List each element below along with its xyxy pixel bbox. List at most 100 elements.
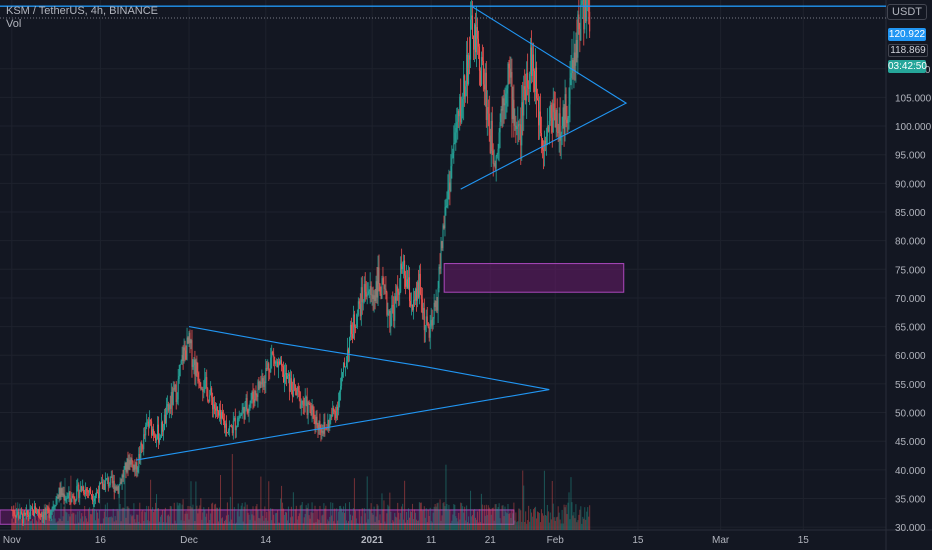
candle-body: [123, 469, 125, 478]
candle-body: [228, 426, 230, 431]
candle-body: [263, 381, 265, 387]
symbol-title[interactable]: KSM / TetherUS, 4h, BINANCE: [6, 5, 159, 17]
volume-bar: [414, 512, 416, 530]
candle-body: [358, 301, 360, 304]
volume-bar: [18, 520, 20, 530]
candle-body: [480, 57, 482, 86]
candle-body: [32, 509, 34, 516]
volume-bar: [291, 516, 293, 530]
volume-bar: [193, 509, 195, 530]
volume-bar: [464, 506, 466, 530]
candle-body: [29, 516, 31, 517]
candle-body: [581, 0, 583, 5]
candle-body: [452, 153, 454, 159]
candle-body: [342, 372, 344, 377]
volume-bar: [581, 523, 583, 530]
candle-body: [404, 260, 406, 276]
volume-bar: [327, 519, 329, 530]
candle-body: [187, 337, 189, 344]
volume-bar: [147, 520, 149, 530]
volume-bar: [138, 521, 140, 530]
volume-bar: [574, 518, 576, 530]
volume-bar: [405, 522, 407, 530]
volume-bar: [452, 514, 454, 530]
volume-bar: [65, 511, 67, 530]
volume-bar: [506, 513, 508, 530]
candle-body: [320, 428, 322, 433]
candle-body: [93, 500, 95, 502]
bar-countdown-tag: 03:42:50: [888, 60, 927, 73]
candle-body: [507, 63, 509, 89]
volume-bar: [360, 516, 362, 530]
candle-body: [303, 404, 305, 406]
volume-bar: [583, 518, 585, 530]
volume-bar: [31, 518, 33, 530]
volume-bar: [382, 509, 384, 530]
candle-body: [260, 382, 262, 385]
candle-body: [186, 337, 188, 360]
candle-body: [13, 510, 15, 515]
volume-bar: [476, 511, 478, 530]
volume-bar: [557, 506, 559, 530]
volume-bar: [128, 507, 130, 530]
volume-bar: [364, 513, 366, 530]
volume-bar: [188, 519, 190, 530]
volume-bar: [279, 522, 281, 530]
volume-bar: [33, 513, 35, 530]
candle-body: [127, 458, 129, 470]
candle-body: [474, 24, 476, 53]
candle-body: [294, 384, 296, 391]
candle-body: [518, 124, 520, 126]
volume-bar: [314, 505, 316, 530]
volume-bar: [391, 522, 393, 530]
candle-body: [255, 390, 257, 395]
volume-bar: [80, 518, 82, 530]
volume-bar: [342, 512, 344, 530]
candle-body: [509, 68, 511, 78]
volume-bar: [479, 522, 481, 530]
volume-bar: [78, 522, 80, 530]
volume-bar: [47, 504, 49, 530]
volume-bar: [559, 519, 561, 530]
candle-body: [130, 458, 132, 465]
volume-bar: [472, 515, 474, 530]
candle-body: [322, 431, 324, 434]
volume-bar: [149, 521, 151, 530]
candle-body: [82, 486, 84, 491]
volume-indicator-label[interactable]: Vol: [6, 18, 22, 30]
volume-bar: [27, 516, 29, 530]
volume-bar: [395, 516, 397, 530]
time-axis[interactable]: Nov 16 Dec 14 2021 11 21 Feb 15 Mar 15: [3, 535, 809, 546]
candle-body: [65, 498, 67, 500]
zone-layer: [0, 263, 625, 525]
candle-body: [216, 406, 218, 411]
volume-bar: [54, 518, 56, 530]
volume-bar: [357, 523, 359, 530]
volume-bar: [418, 502, 420, 530]
candle-body: [355, 326, 357, 328]
volume-bar: [338, 511, 340, 530]
y-tick-label: 45.000: [895, 437, 926, 448]
volume-bar: [293, 523, 295, 530]
volume-bar: [32, 523, 34, 530]
volume-bar: [143, 521, 145, 530]
candle-body: [565, 94, 567, 120]
candle-body: [197, 372, 199, 381]
candle-body: [148, 421, 150, 427]
volume-bar: [184, 513, 186, 530]
volume-bar: [529, 521, 531, 530]
candle-body: [142, 445, 144, 450]
currency-selector[interactable]: USDT: [887, 4, 927, 20]
candle-body: [392, 305, 394, 307]
candle-body: [63, 493, 65, 501]
candle-body: [498, 132, 500, 149]
volume-bar: [142, 509, 144, 530]
candle-body: [408, 277, 410, 289]
volume-bar: [99, 523, 101, 530]
volume-bar: [66, 512, 68, 530]
candle-body: [119, 482, 121, 485]
volume-bar: [413, 509, 415, 530]
candle-body: [265, 367, 267, 384]
candle-body: [520, 124, 522, 146]
